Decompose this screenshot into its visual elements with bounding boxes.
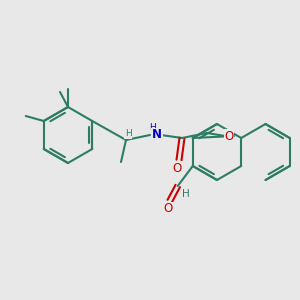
Text: N: N xyxy=(152,128,162,142)
Text: O: O xyxy=(172,161,182,175)
Text: H: H xyxy=(124,130,131,139)
Text: H: H xyxy=(182,189,190,199)
Text: H: H xyxy=(148,124,155,133)
Text: O: O xyxy=(163,202,172,215)
Text: O: O xyxy=(224,130,234,142)
